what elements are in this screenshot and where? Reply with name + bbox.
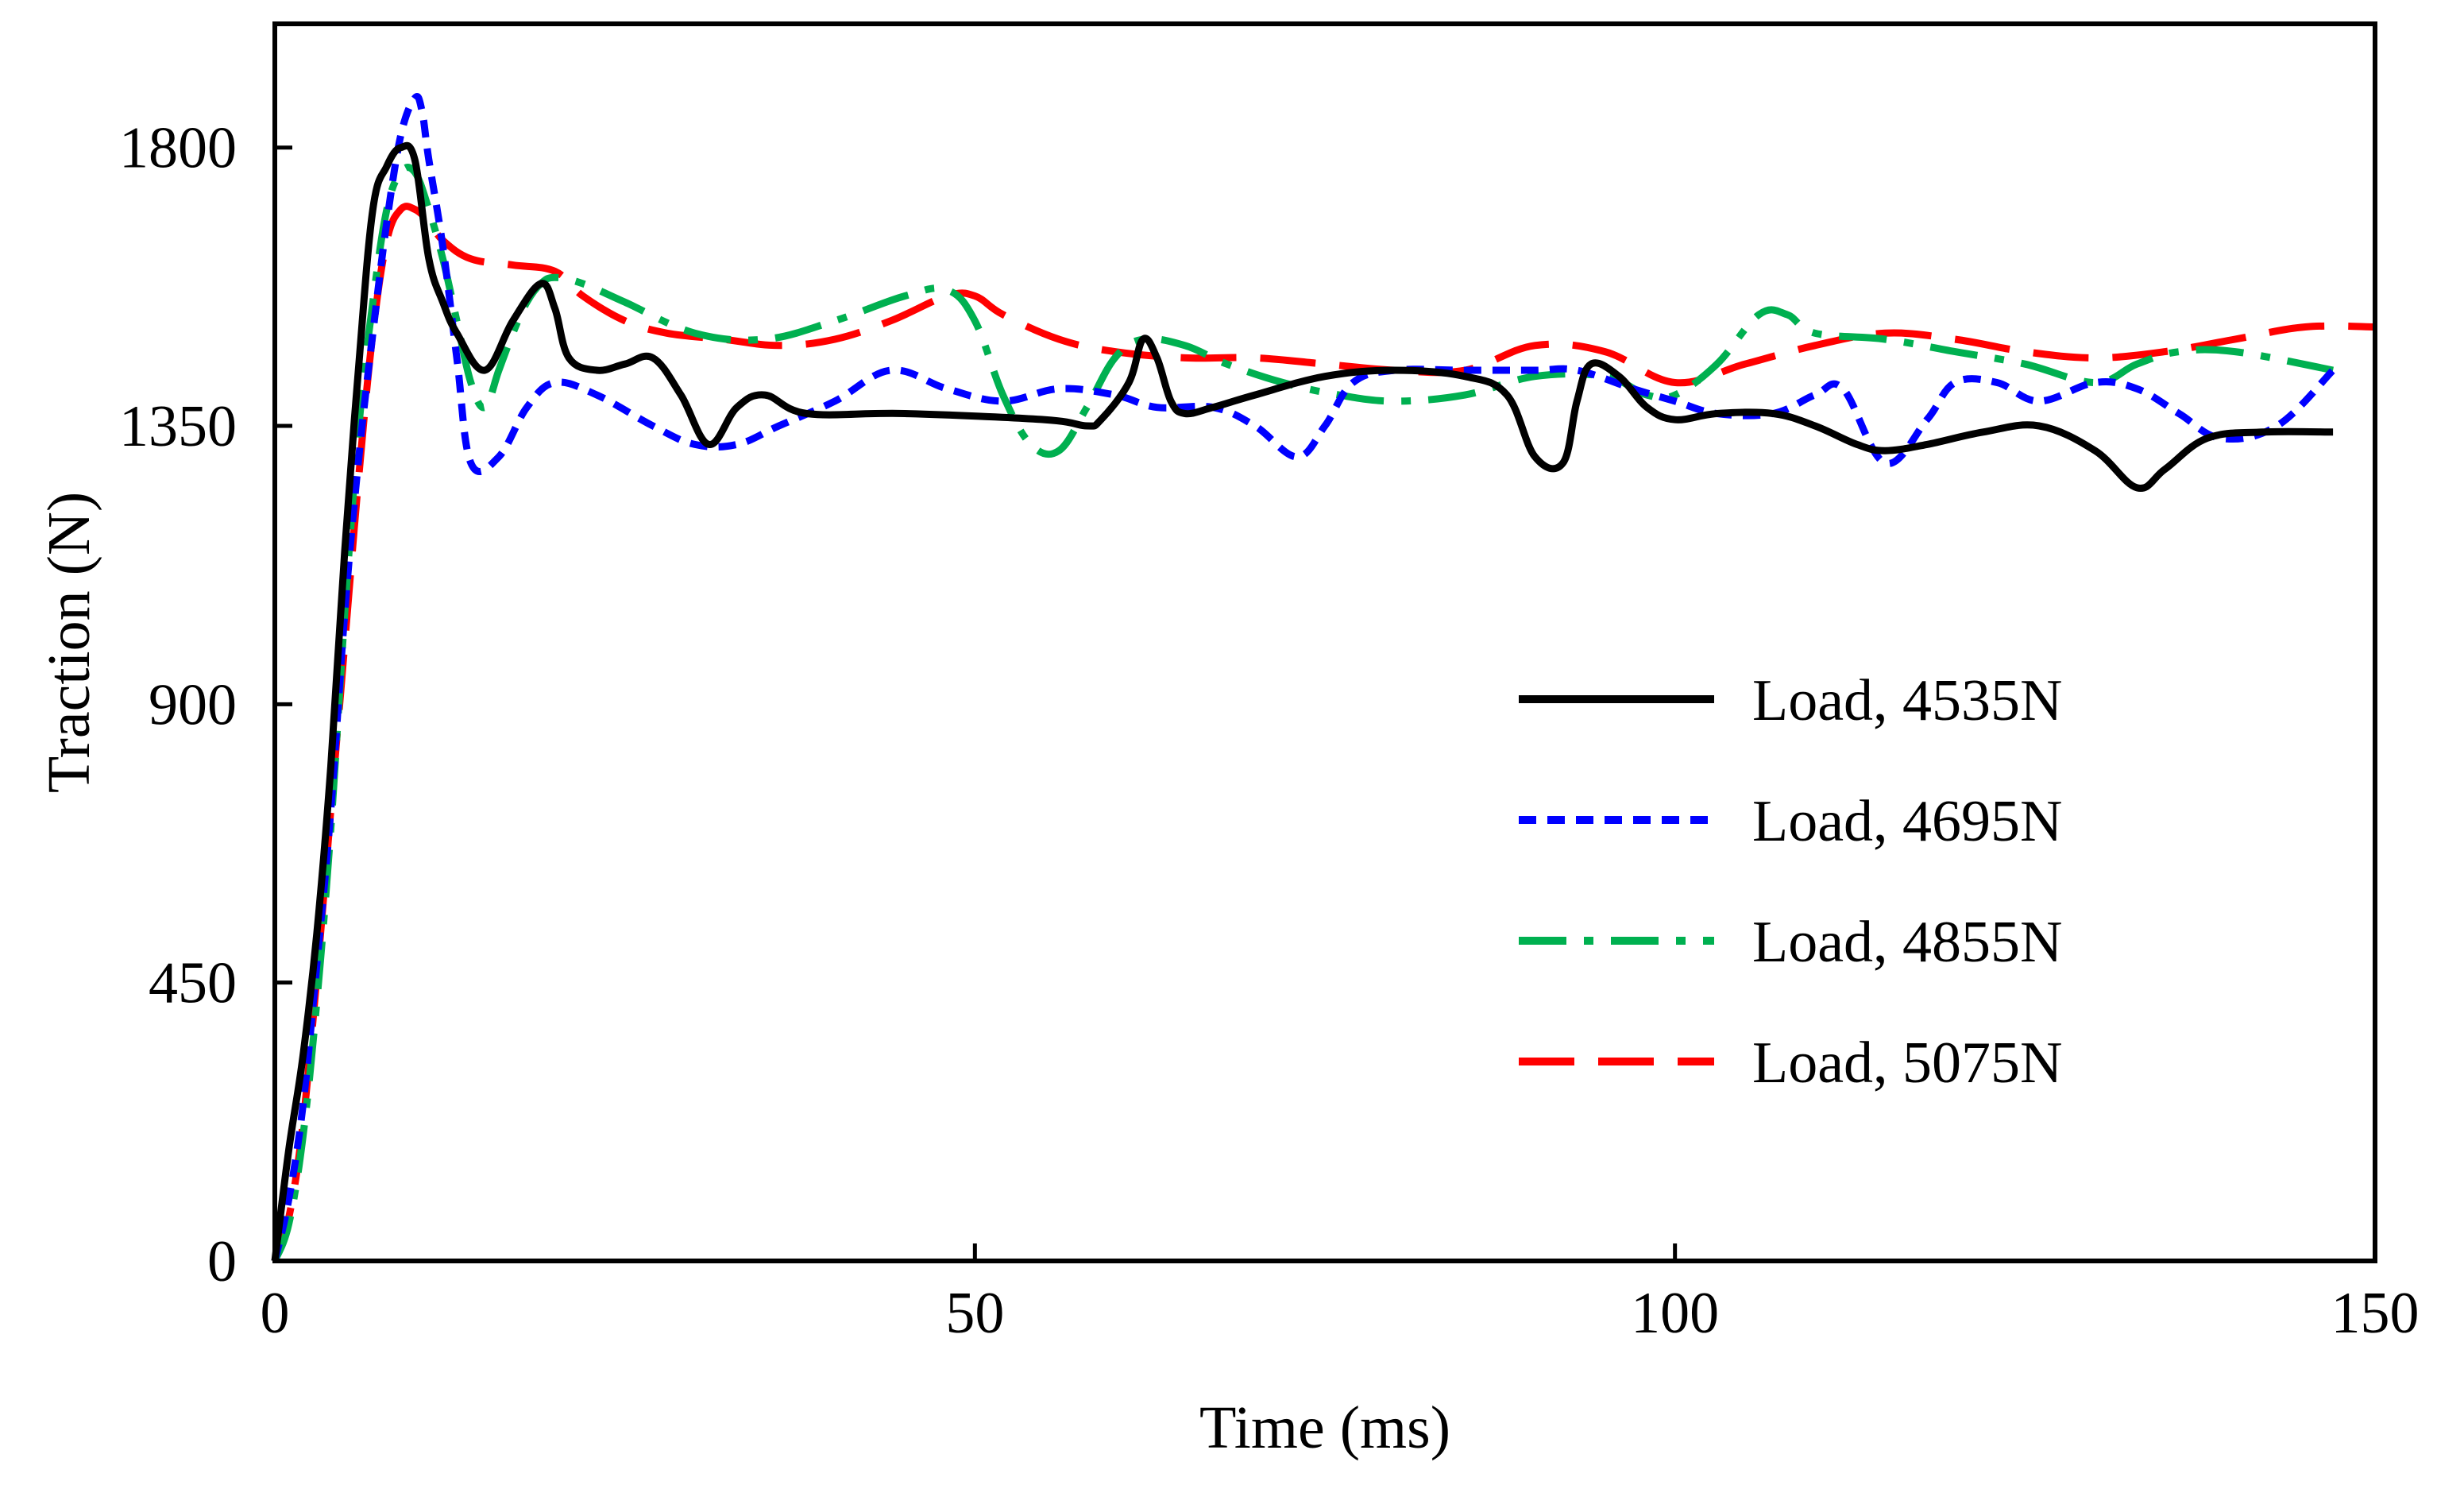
legend-entry: Load, 5075N xyxy=(1519,1031,2063,1096)
series-line-5075 xyxy=(271,203,2376,1263)
series-line-4855 xyxy=(271,164,2334,1263)
legend-entry: Load, 4535N xyxy=(1519,668,2063,733)
y-tick-label: 1800 xyxy=(119,116,237,181)
legend-label-4695: Load, 4695N xyxy=(1752,789,2063,854)
y-tick-label: 1350 xyxy=(119,394,237,459)
legend-label-4855: Load, 4855N xyxy=(1752,910,2063,975)
x-tick-label: 50 xyxy=(945,1281,1004,1346)
legend-label-5075: Load, 5075N xyxy=(1752,1031,2063,1096)
x-axis-title: Time (ms) xyxy=(1199,1394,1450,1461)
y-axis-title: Traction (N) xyxy=(36,492,102,793)
legend: Load, 4535N Load, 4695N Load, 4855N Load… xyxy=(1519,668,2063,1096)
plot-frame xyxy=(272,21,2377,1263)
x-tick-label: 100 xyxy=(1631,1281,1719,1346)
y-tick-label: 0 xyxy=(207,1229,237,1294)
series-layer xyxy=(271,93,2376,1263)
series-line-4535 xyxy=(271,141,2334,1262)
y-tick-label: 450 xyxy=(149,951,237,1016)
x-tick-label: 0 xyxy=(261,1281,290,1346)
y-tick-label: 900 xyxy=(149,672,237,737)
legend-entry: Load, 4855N xyxy=(1519,910,2063,975)
ticks-layer: 0 50 100 150 0 450 900 1350 1800 xyxy=(119,116,2420,1346)
legend-entry: Load, 4695N xyxy=(1519,789,2063,854)
series-line-4695 xyxy=(271,93,2336,1263)
x-tick-label: 150 xyxy=(2331,1281,2420,1346)
legend-label-4535: Load, 4535N xyxy=(1752,668,2063,733)
